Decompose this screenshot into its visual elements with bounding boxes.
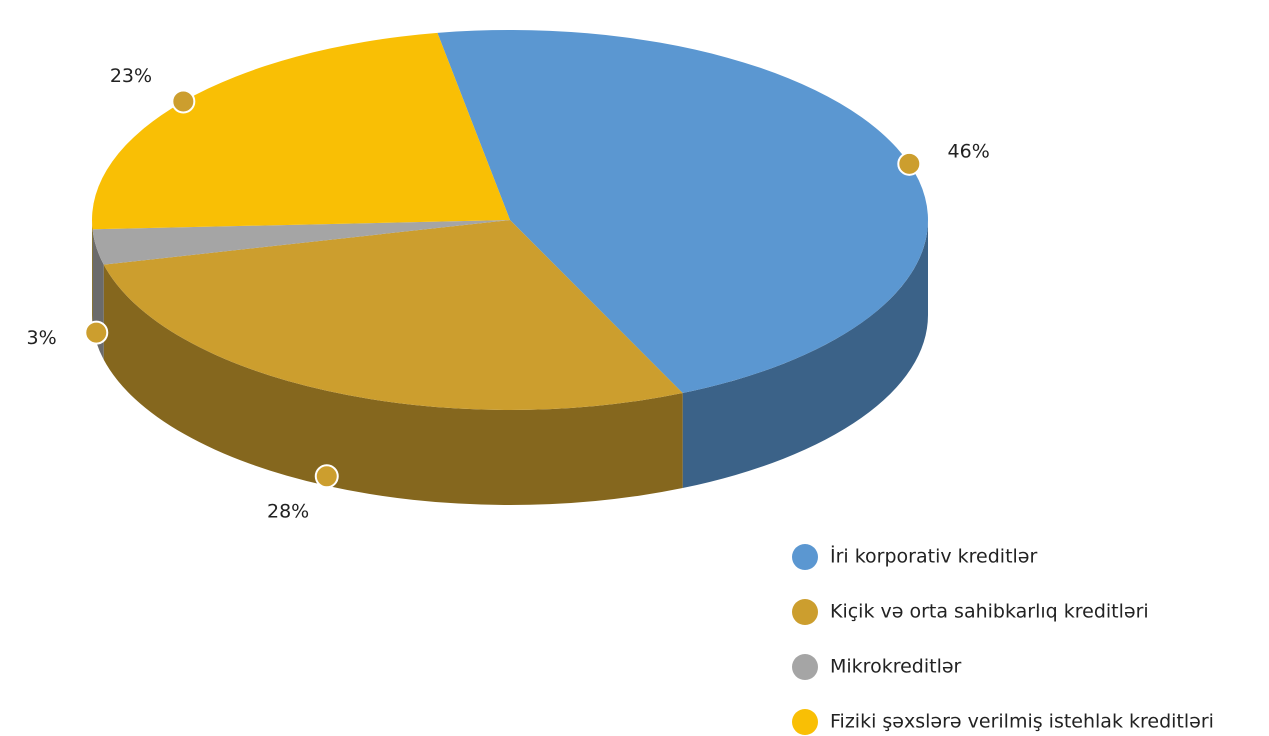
label-dot	[171, 89, 196, 114]
legend-label: Mikrokreditlər	[830, 656, 962, 678]
label-dot	[897, 151, 922, 176]
legend-label: Kiçik və orta sahibkarlıq kreditləri	[830, 601, 1149, 623]
slice	[437, 29, 929, 394]
slice	[92, 220, 511, 265]
slice	[91, 32, 510, 230]
legend-swatch	[792, 544, 818, 570]
slice-side	[682, 220, 928, 489]
slice	[103, 220, 683, 410]
legend-swatch	[792, 599, 818, 625]
data-label: 3%	[27, 327, 57, 349]
label-dot	[314, 464, 339, 489]
legend-swatch	[792, 654, 818, 680]
legend-label: İri korporativ kreditlər	[830, 545, 1037, 568]
data-label: 46%	[948, 140, 990, 162]
label-dot	[84, 320, 109, 345]
legend-swatch	[792, 709, 818, 735]
legend-label: Fiziki şəxslərə verilmiş istehlak kredit…	[830, 711, 1214, 733]
slice-side	[103, 264, 683, 505]
data-label: 28%	[267, 501, 309, 523]
data-label: 23%	[110, 65, 152, 87]
